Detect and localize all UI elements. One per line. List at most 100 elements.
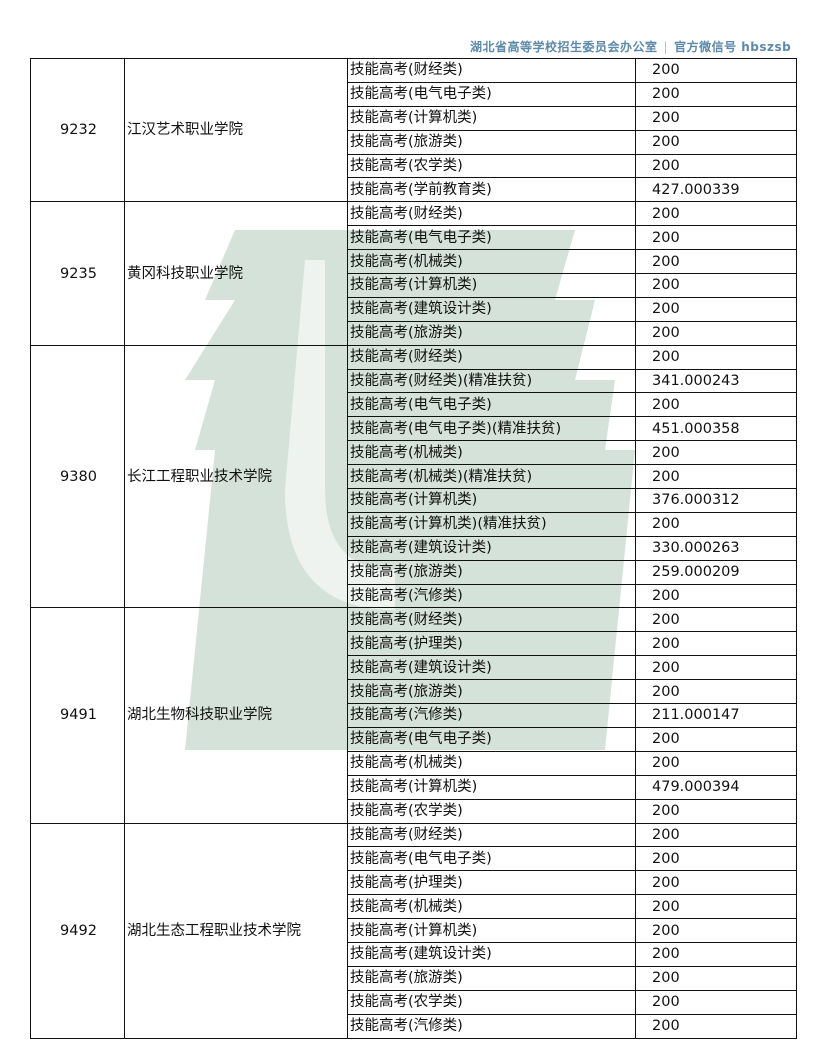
score-cell: 200 <box>635 129 797 155</box>
category-cell: 技能高考(护理类) <box>347 870 636 896</box>
school-code: 9492 <box>30 822 125 1039</box>
score-cell: 200 <box>635 822 797 848</box>
table-row: 技能高考(计算机类) 479.000394 <box>31 774 797 800</box>
category-cell: 技能高考(旅游类) <box>347 129 636 155</box>
category-cell: 技能高考(电气电子类) <box>347 225 636 251</box>
score-cell: 200 <box>635 846 797 872</box>
score-cell: 200 <box>635 392 797 418</box>
score-cell: 200 <box>635 201 797 227</box>
table-row: 技能高考(旅游类) 259.000209 <box>31 559 797 585</box>
score-cell: 200 <box>635 249 797 275</box>
category-cell: 技能高考(护理类) <box>347 631 636 657</box>
table-row: 技能高考(旅游类) 200 <box>31 679 797 705</box>
score-cell: 200 <box>635 153 797 179</box>
table-row: 9491 湖北生物科技职业学院 技能高考(财经类) 200 <box>30 607 797 824</box>
score-cell: 330.000263 <box>635 535 797 561</box>
score-cell: 259.000209 <box>635 559 797 585</box>
category-cell: 技能高考(机械类) <box>347 894 636 920</box>
category-cell: 技能高考(旅游类) <box>347 320 636 346</box>
category-cell: 技能高考(电气电子类)(精准扶贫) <box>347 416 636 442</box>
category-cell: 技能高考(机械类) <box>347 440 636 466</box>
score-cell: 200 <box>635 989 797 1015</box>
score-cell: 200 <box>635 607 797 633</box>
table-row: 技能高考(护理类) 200 <box>31 631 797 657</box>
table-row: 技能高考(建筑设计类) 330.000263 <box>31 535 797 561</box>
table-row: 技能高考(计算机类) 200 <box>31 105 797 131</box>
header-separator: | <box>663 40 669 54</box>
table-row: 技能高考(电气电子类) 200 <box>31 726 797 752</box>
score-cell: 200 <box>635 870 797 896</box>
category-cell: 技能高考(财经类) <box>347 58 636 83</box>
score-cell: 200 <box>635 798 797 824</box>
score-cell: 451.000358 <box>635 416 797 442</box>
category-cell: 技能高考(电气电子类) <box>347 846 636 872</box>
table-row: 技能高考(机械类)(精准扶贫) 200 <box>31 464 797 490</box>
score-cell: 376.000312 <box>635 488 797 513</box>
category-cell: 技能高考(建筑设计类) <box>347 296 636 322</box>
category-cell: 技能高考(汽修类) <box>347 703 636 728</box>
table-row: 技能高考(旅游类) 200 <box>31 320 797 346</box>
category-cell: 技能高考(计算机类)(精准扶贫) <box>347 511 636 537</box>
category-cell: 技能高考(机械类)(精准扶贫) <box>347 464 636 490</box>
table-row: 技能高考(电气电子类) 200 <box>31 225 797 251</box>
score-cell: 200 <box>635 583 797 609</box>
score-cell: 200 <box>635 296 797 322</box>
office-name: 湖北省高等学校招生委员会办公室 <box>470 40 658 54</box>
score-cell: 200 <box>635 679 797 705</box>
school-code: 9380 <box>30 344 125 609</box>
category-cell: 技能高考(汽修类) <box>347 1013 636 1039</box>
table-row: 技能高考(汽修类) 200 <box>31 1013 797 1039</box>
score-cell: 200 <box>635 464 797 490</box>
category-cell: 技能高考(建筑设计类) <box>347 655 636 681</box>
score-cell: 427.000339 <box>635 177 797 203</box>
table-row: 9235 黄冈科技职业学院 技能高考(财经类) 200 <box>30 201 797 346</box>
school-name: 湖北生态工程职业技术学院 <box>124 822 348 1039</box>
score-cell: 200 <box>635 750 797 776</box>
category-cell: 技能高考(计算机类) <box>347 918 636 943</box>
score-cell: 200 <box>635 440 797 466</box>
table-row: 技能高考(农学类) 200 <box>31 153 797 179</box>
category-cell: 技能高考(计算机类) <box>347 488 636 513</box>
category-cell: 技能高考(机械类) <box>347 249 636 275</box>
category-cell: 技能高考(财经类) <box>347 344 636 370</box>
category-cell: 技能高考(财经类) <box>347 201 636 227</box>
school-name: 湖北生物科技职业学院 <box>124 607 348 824</box>
category-cell: 技能高考(电气电子类) <box>347 392 636 418</box>
score-cell: 200 <box>635 273 797 298</box>
table-row: 技能高考(旅游类) 200 <box>31 129 797 155</box>
category-cell: 技能高考(财经类)(精准扶贫) <box>347 368 636 394</box>
category-cell: 技能高考(农学类) <box>347 153 636 179</box>
category-cell: 技能高考(计算机类) <box>347 105 636 131</box>
score-cell: 211.000147 <box>635 703 797 728</box>
table-row: 技能高考(学前教育类) 427.000339 <box>31 177 797 203</box>
score-cell: 200 <box>635 918 797 943</box>
score-cell: 200 <box>635 320 797 346</box>
table-row: 技能高考(旅游类) 200 <box>31 965 797 991</box>
category-cell: 技能高考(旅游类) <box>347 965 636 991</box>
page-header: 湖北省高等学校招生委员会办公室 | 官方微信号 hbszsb <box>470 38 791 55</box>
category-cell: 技能高考(财经类) <box>347 607 636 633</box>
table-row: 技能高考(农学类) 200 <box>31 798 797 824</box>
score-cell: 200 <box>635 655 797 681</box>
table-row: 技能高考(建筑设计类) 200 <box>31 655 797 681</box>
score-cell: 479.000394 <box>635 774 797 800</box>
school-name: 长江工程职业技术学院 <box>124 344 348 609</box>
score-cell: 200 <box>635 894 797 920</box>
wechat-id: 官方微信号 hbszsb <box>674 40 792 54</box>
score-cell: 200 <box>635 344 797 370</box>
category-cell: 技能高考(计算机类) <box>347 273 636 298</box>
category-cell: 技能高考(财经类) <box>347 822 636 848</box>
table-row: 技能高考(计算机类) 200 <box>31 273 797 298</box>
category-cell: 技能高考(农学类) <box>347 989 636 1015</box>
table-row: 技能高考(计算机类) 376.000312 <box>31 488 797 513</box>
table-row: 技能高考(护理类) 200 <box>31 870 797 896</box>
category-cell: 技能高考(计算机类) <box>347 774 636 800</box>
category-cell: 技能高考(建筑设计类) <box>347 535 636 561</box>
category-cell: 技能高考(学前教育类) <box>347 177 636 203</box>
table-row: 技能高考(汽修类) 211.000147 <box>31 703 797 728</box>
score-cell: 200 <box>635 58 797 83</box>
table-row: 技能高考(建筑设计类) 200 <box>31 296 797 322</box>
score-cell: 200 <box>635 941 797 967</box>
category-cell: 技能高考(汽修类) <box>347 583 636 609</box>
school-name: 江汉艺术职业学院 <box>124 57 348 203</box>
